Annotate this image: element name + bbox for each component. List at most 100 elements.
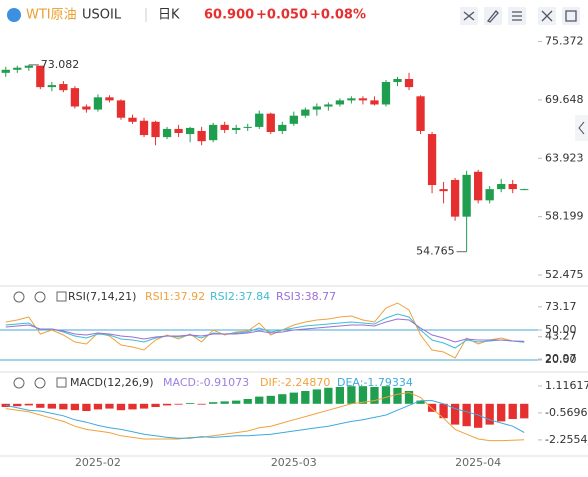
candle-body bbox=[174, 128, 183, 134]
candle-body bbox=[439, 189, 448, 192]
candle-body bbox=[128, 117, 137, 122]
settings-icon[interactable] bbox=[56, 377, 67, 388]
candle-body bbox=[36, 65, 45, 88]
y-tick-label: -0.56966 bbox=[545, 406, 588, 419]
line bbox=[5, 392, 525, 442]
histogram-bar bbox=[370, 387, 379, 404]
period[interactable]: 日K bbox=[158, 8, 180, 23]
histogram-bar bbox=[439, 403, 448, 419]
histogram-bar bbox=[301, 391, 310, 404]
eye-icon[interactable] bbox=[13, 377, 25, 389]
collapse-button[interactable] bbox=[575, 115, 588, 141]
histogram-bar bbox=[347, 386, 356, 404]
x-tick-label: 2025-03 bbox=[271, 456, 317, 469]
candle-body bbox=[474, 171, 483, 201]
histogram-bar bbox=[381, 386, 391, 404]
candle-body bbox=[243, 126, 252, 128]
legend-entry: DEA:-1.79334 bbox=[337, 376, 413, 389]
candle-body bbox=[24, 65, 33, 68]
candle-body bbox=[324, 104, 333, 107]
candle-body bbox=[82, 106, 91, 110]
histogram-bar bbox=[497, 403, 506, 422]
histogram-bar bbox=[47, 403, 56, 409]
candle-body bbox=[312, 106, 321, 110]
legend-entry: MACD:-0.91073 bbox=[163, 376, 249, 389]
histogram-bar bbox=[24, 403, 33, 406]
candle-body bbox=[485, 189, 494, 201]
histogram-bar bbox=[462, 403, 471, 427]
settings-icon[interactable] bbox=[56, 291, 67, 302]
histogram-bar bbox=[404, 391, 414, 404]
y-tick-label: 58.199 bbox=[545, 210, 584, 223]
line bbox=[5, 400, 525, 439]
y-tick-label: 75.372 bbox=[545, 35, 584, 48]
histogram-bar bbox=[105, 403, 114, 409]
candle-body bbox=[381, 82, 391, 105]
candle-body bbox=[393, 78, 402, 83]
instrument[interactable]: WTI原油 bbox=[26, 8, 77, 23]
change-pct: +0.08% bbox=[310, 8, 366, 23]
candle-body bbox=[232, 127, 241, 130]
histogram-bar bbox=[59, 403, 68, 410]
y-tick-label: 20.00 bbox=[545, 353, 577, 366]
tool-icon bbox=[541, 10, 553, 22]
y-tick-label: 52.475 bbox=[545, 268, 584, 281]
line bbox=[5, 313, 525, 349]
candle-body bbox=[266, 113, 275, 132]
change: +0.050 bbox=[256, 8, 308, 23]
histogram-bar bbox=[312, 389, 321, 404]
candle-body bbox=[335, 100, 345, 105]
candle-body bbox=[13, 67, 22, 70]
gear-icon[interactable] bbox=[34, 291, 46, 303]
line bbox=[5, 318, 525, 343]
candle-body bbox=[139, 120, 149, 136]
price: 60.900 bbox=[204, 8, 254, 23]
histogram-bar bbox=[474, 403, 483, 428]
histogram-bar bbox=[255, 396, 264, 404]
histogram-bar bbox=[197, 403, 206, 405]
annotation: 54.765 bbox=[416, 245, 455, 258]
gear-icon[interactable] bbox=[34, 377, 46, 389]
histogram-bar bbox=[70, 403, 80, 411]
histogram-bar bbox=[324, 387, 333, 404]
candle-body bbox=[520, 189, 529, 191]
candle-body bbox=[151, 121, 160, 138]
legend-entry: RSI3:38.77 bbox=[276, 290, 336, 303]
x-tick-label: 2025-04 bbox=[455, 456, 501, 469]
x-tick-label: 2025-02 bbox=[75, 456, 121, 469]
annotation: 73.082 bbox=[41, 58, 80, 71]
candle-body bbox=[370, 100, 379, 105]
y-tick-label: 43.27 bbox=[545, 330, 577, 343]
candle-body bbox=[278, 124, 287, 131]
candle-body bbox=[358, 98, 368, 101]
legend-entry: RSI2:37.84 bbox=[210, 290, 270, 303]
histogram-bar bbox=[243, 399, 252, 404]
histogram-bar bbox=[1, 403, 10, 407]
tool-icon bbox=[565, 10, 577, 22]
tool-icon bbox=[512, 11, 522, 21]
histogram-bar bbox=[393, 387, 402, 404]
collapse-icon bbox=[578, 121, 585, 135]
y-tick-label: 1.11617 bbox=[545, 379, 588, 392]
candle-body bbox=[162, 128, 172, 138]
histogram-bar bbox=[289, 392, 298, 404]
y-tick-label: 63.923 bbox=[545, 151, 584, 164]
histogram-bar bbox=[82, 403, 91, 411]
candle-body bbox=[450, 179, 460, 217]
candle-body bbox=[427, 134, 437, 186]
candle-body bbox=[116, 100, 126, 118]
eye-icon[interactable] bbox=[13, 291, 25, 303]
y-tick-label: 20.97 bbox=[545, 352, 577, 365]
candle-body bbox=[1, 69, 10, 73]
histogram-bar bbox=[13, 403, 22, 407]
histogram-bar bbox=[185, 403, 195, 404]
tool-button[interactable] bbox=[562, 7, 580, 25]
candle-body bbox=[508, 184, 517, 190]
toolbar bbox=[460, 7, 580, 25]
histogram-bar bbox=[116, 403, 126, 411]
candle-body bbox=[185, 127, 195, 135]
tool-button[interactable] bbox=[484, 7, 502, 25]
candle-body bbox=[70, 88, 80, 107]
